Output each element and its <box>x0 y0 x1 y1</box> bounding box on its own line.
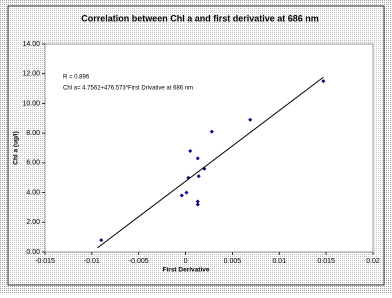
y-tick-label: 2.00 <box>26 219 40 226</box>
data-point <box>209 129 214 134</box>
x-tick-label: 0.005 <box>224 258 242 265</box>
y-axis-label: Chl a (ug/l) <box>13 131 20 165</box>
y-tick-label: 0.00 <box>26 249 40 256</box>
data-point <box>184 190 189 195</box>
x-tick-label: 0.01 <box>272 258 286 265</box>
y-tick-label: 8.00 <box>26 130 40 137</box>
y-tick-label: 12.00 <box>22 71 40 78</box>
data-point <box>179 193 184 198</box>
x-tick-label: 0.02 <box>366 258 380 265</box>
y-tick-label: 10.00 <box>22 100 40 107</box>
data-point <box>248 117 253 122</box>
y-tick-label: 4.00 <box>26 189 40 196</box>
trendline <box>97 76 324 249</box>
data-point <box>188 148 193 153</box>
y-tick-label: 14.00 <box>22 41 40 48</box>
data-point <box>321 79 326 84</box>
y-tick-label: 6.00 <box>26 160 40 167</box>
data-point <box>99 238 104 243</box>
x-tick-label: -0.005 <box>129 258 149 265</box>
data-point <box>195 202 200 207</box>
data-point <box>196 174 201 179</box>
annotation: Chl a= 4.7562+476.573*First Drivative at… <box>63 86 193 92</box>
chart-title: Correlation between Chl a and first deri… <box>81 13 319 23</box>
x-tick-label: 0 <box>184 258 188 265</box>
x-tick-label: 0.015 <box>317 258 335 265</box>
annotation: R = 0.896 <box>63 75 90 81</box>
data-point <box>195 199 200 204</box>
data-point <box>195 156 200 161</box>
x-tick-label: -0.01 <box>84 258 100 265</box>
x-tick-label: -0.015 <box>35 258 55 265</box>
plot-area <box>44 43 374 253</box>
x-axis-label: First Derivative <box>163 267 210 274</box>
